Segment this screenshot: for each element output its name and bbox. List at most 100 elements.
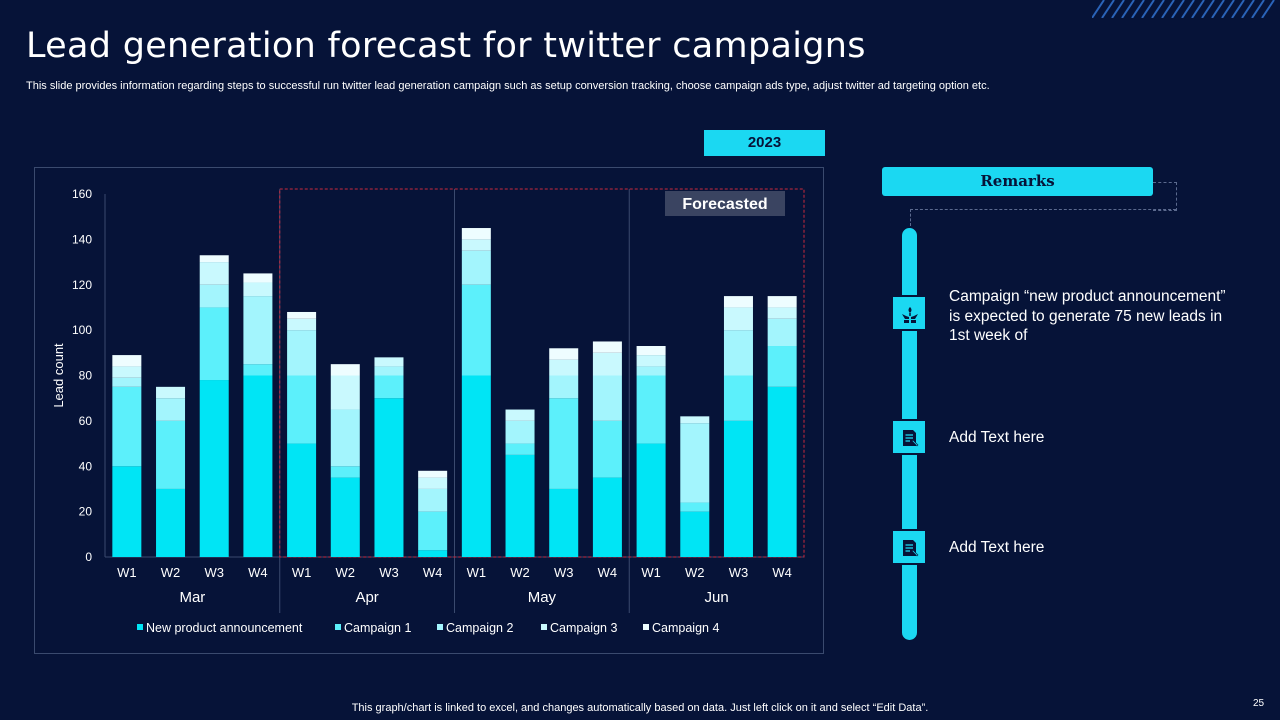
x-tick-label: W1 bbox=[292, 565, 312, 580]
bar-segment-2-3 bbox=[200, 262, 229, 285]
bar-segment-12-1 bbox=[637, 376, 666, 444]
bar-segment-5-0 bbox=[331, 478, 360, 557]
year-badge: 2023 bbox=[704, 130, 825, 156]
bar-segment-1-0 bbox=[156, 489, 185, 557]
x-tick-label: W2 bbox=[685, 565, 705, 580]
bar-segment-11-0 bbox=[593, 478, 622, 557]
y-tick-label: 60 bbox=[79, 414, 93, 428]
bar-segment-10-0 bbox=[549, 489, 578, 557]
y-tick-label: 120 bbox=[72, 278, 92, 292]
group-label-jun: Jun bbox=[705, 589, 729, 606]
y-tick-label: 160 bbox=[72, 187, 92, 201]
bar-segment-4-2 bbox=[287, 330, 316, 375]
bar-segment-0-0 bbox=[112, 466, 141, 557]
bar-segment-11-4 bbox=[593, 341, 622, 352]
remark-text-2: Add Text here bbox=[949, 428, 1044, 448]
bar-segment-6-2 bbox=[374, 366, 403, 375]
y-tick-label: 0 bbox=[85, 550, 92, 564]
x-tick-label: W3 bbox=[729, 565, 749, 580]
bar-segment-0-2 bbox=[112, 378, 141, 387]
legend-entry-1: Campaign 1 bbox=[344, 621, 411, 635]
x-tick-label: W4 bbox=[423, 565, 443, 580]
y-tick-label: 80 bbox=[79, 369, 93, 383]
bar-segment-13-3 bbox=[680, 416, 709, 423]
group-label-apr: Apr bbox=[355, 589, 378, 606]
document-icon bbox=[900, 538, 920, 558]
page-title: Lead generation forecast for twitter cam… bbox=[26, 26, 866, 66]
x-tick-label: W2 bbox=[510, 565, 530, 580]
bar-segment-3-3 bbox=[243, 282, 272, 296]
stacked-bar-chart[interactable]: 0 20 40 60 80 100 120 140 160 Lead count Mar Apr May… bbox=[35, 168, 825, 655]
bar-segment-0-3 bbox=[112, 366, 141, 377]
x-tick-label: W2 bbox=[161, 565, 181, 580]
bar-segment-6-1 bbox=[374, 376, 403, 399]
bar-segment-8-2 bbox=[462, 251, 491, 285]
bar-segment-8-4 bbox=[462, 228, 491, 239]
remark-icon-box-2 bbox=[891, 419, 927, 455]
bar-segment-6-3 bbox=[374, 357, 403, 366]
bar-segment-6-0 bbox=[374, 398, 403, 557]
legend-entry-4: Campaign 4 bbox=[652, 621, 719, 635]
x-tick-label: W1 bbox=[467, 565, 487, 580]
x-tick-label: W3 bbox=[379, 565, 399, 580]
bar-segment-9-1 bbox=[506, 444, 535, 455]
bar-segment-8-3 bbox=[462, 239, 491, 250]
bar-segment-8-0 bbox=[462, 376, 491, 558]
group-label-may: May bbox=[528, 589, 557, 606]
page-number: 25 bbox=[1253, 698, 1264, 709]
bar-segment-4-4 bbox=[287, 312, 316, 319]
bar-segment-14-3 bbox=[724, 307, 753, 330]
page-subtitle: This slide provides information regardin… bbox=[26, 80, 990, 92]
bar-segment-14-1 bbox=[724, 376, 753, 421]
bar-segment-7-0 bbox=[418, 550, 447, 557]
bar-segment-11-1 bbox=[593, 421, 622, 478]
bar-segment-0-4 bbox=[112, 355, 141, 366]
bar-segment-12-0 bbox=[637, 444, 666, 557]
bar-segment-10-4 bbox=[549, 348, 578, 359]
bar-segment-12-3 bbox=[637, 355, 666, 366]
bar-segment-5-2 bbox=[331, 410, 360, 467]
x-tick-label: W4 bbox=[248, 565, 268, 580]
y-tick-label: 100 bbox=[72, 323, 92, 337]
group-label-mar: Mar bbox=[179, 589, 205, 606]
bar-segment-2-1 bbox=[200, 307, 229, 380]
forecast-label: Forecasted bbox=[682, 196, 767, 213]
bar-segment-4-0 bbox=[287, 444, 316, 557]
bar-segment-11-3 bbox=[593, 353, 622, 376]
bar-segment-10-3 bbox=[549, 360, 578, 376]
bar-segment-15-1 bbox=[768, 346, 797, 387]
bar-segment-7-3 bbox=[418, 478, 447, 489]
bar-segment-10-1 bbox=[549, 398, 578, 489]
bar-segment-12-4 bbox=[637, 346, 666, 355]
legend-entry-0: New product announcement bbox=[146, 621, 303, 635]
bar-segment-4-1 bbox=[287, 376, 316, 444]
bar-segment-2-4 bbox=[200, 255, 229, 262]
y-tick-label: 20 bbox=[79, 505, 93, 519]
bar-segment-15-0 bbox=[768, 387, 797, 557]
bar-segment-0-1 bbox=[112, 387, 141, 466]
bar-segment-15-3 bbox=[768, 307, 797, 318]
remark-icon-box-3 bbox=[891, 529, 927, 565]
remark-text-1: Campaign “new product announcement” is e… bbox=[949, 287, 1239, 346]
bar-segment-7-2 bbox=[418, 489, 447, 512]
legend-entry-2: Campaign 2 bbox=[446, 621, 513, 635]
bar-segment-14-0 bbox=[724, 421, 753, 557]
bar-segment-4-3 bbox=[287, 319, 316, 330]
x-tick-label: W3 bbox=[204, 565, 224, 580]
bar-segment-3-4 bbox=[243, 273, 272, 282]
y-tick-label: 140 bbox=[72, 232, 92, 246]
x-tick-label: W4 bbox=[772, 565, 792, 580]
remark-text-3: Add Text here bbox=[949, 538, 1044, 558]
bar-segment-11-2 bbox=[593, 376, 622, 421]
bar-segment-1-1 bbox=[156, 421, 185, 489]
bar-segment-5-4 bbox=[331, 364, 360, 375]
remark-icon-box-1 bbox=[891, 295, 927, 331]
bar-segment-7-4 bbox=[418, 471, 447, 478]
chart-container[interactable]: 0 20 40 60 80 100 120 140 160 Lead count Mar Apr May… bbox=[34, 167, 824, 654]
bar-segment-1-2 bbox=[156, 398, 185, 421]
bar-segment-3-2 bbox=[243, 296, 272, 364]
bar-segment-15-2 bbox=[768, 319, 797, 346]
bar-segment-5-3 bbox=[331, 376, 360, 410]
hands-plant-icon bbox=[900, 304, 920, 324]
bar-segment-14-2 bbox=[724, 330, 753, 375]
